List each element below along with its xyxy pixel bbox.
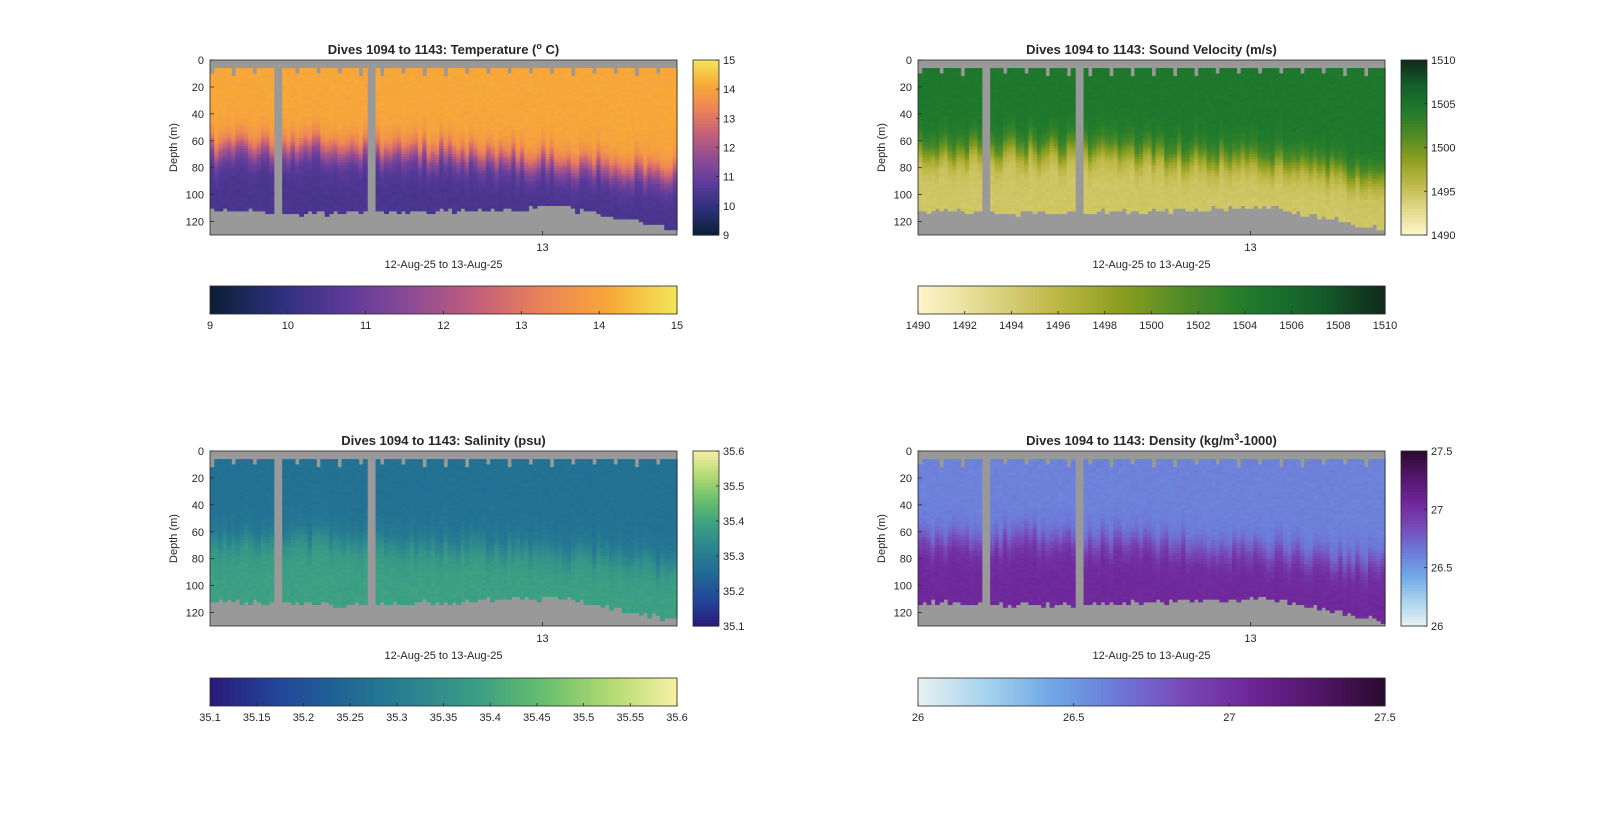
heatmap-cell: [248, 205, 253, 208]
heatmap-cell: [533, 205, 538, 208]
heatmap-cell: [584, 208, 589, 211]
heatmap-cell: [435, 208, 440, 211]
heatmap-cell: [444, 208, 449, 211]
heatmap-cell: [431, 211, 436, 214]
heatmap-cell: [380, 208, 385, 211]
heatmap-cell: [622, 216, 627, 219]
heatmap-cell: [401, 208, 406, 211]
heatmap-cell: [410, 208, 415, 211]
heatmap-cell: [596, 211, 601, 214]
heatmap-cell: [265, 211, 270, 214]
heatmap-cell: [257, 208, 262, 211]
heatmap-cell: [554, 203, 559, 206]
heatmap-cell: [473, 208, 478, 211]
heatmap-cell: [452, 211, 457, 214]
heatmap-cell: [350, 208, 355, 211]
heatmap-cell: [359, 211, 364, 214]
heatmap-cell: [499, 208, 504, 211]
heatmap-cell: [414, 208, 419, 211]
heatmap-cell: [218, 208, 223, 211]
heatmap-cell: [562, 203, 567, 206]
heatmap-cell: [537, 203, 542, 206]
heatmap-cell: [528, 203, 533, 206]
heatmap-cell: [240, 208, 245, 211]
heatmap-cell: [337, 211, 342, 214]
heatmap-cell: [308, 208, 313, 211]
heatmap-cell: [418, 208, 423, 211]
heatmap-cell: [235, 208, 240, 211]
heatmap-cell: [376, 208, 381, 211]
heatmap-cell: [295, 211, 300, 214]
heatmap-cell: [354, 208, 359, 211]
heatmap-cell: [579, 205, 584, 208]
heatmap-cell: [384, 211, 389, 214]
heatmap-cell: [575, 211, 580, 214]
heatmap-cell: [558, 203, 563, 206]
heatmap-cell: [231, 208, 236, 211]
heatmap-cell: [618, 216, 623, 219]
heatmap-cell: [439, 205, 444, 208]
heatmap-cell: [282, 211, 287, 214]
heatmap-cell: [329, 211, 334, 214]
heatmap-cell: [465, 208, 470, 211]
heatmap-cell: [601, 213, 606, 216]
heatmap-cell: [427, 211, 432, 214]
heatmap-cell: [252, 208, 257, 211]
heatmap-cell: [388, 208, 393, 211]
heatmap-cell: [520, 208, 525, 211]
heatmap-cell: [503, 205, 508, 208]
heatmap-cell: [299, 213, 304, 216]
heatmap-cell: [511, 208, 516, 211]
heatmap-cell: [494, 208, 499, 211]
heatmap-cell: [490, 205, 495, 208]
heatmap-cell: [545, 203, 550, 206]
heatmap-cell: [605, 213, 610, 216]
heatmap-cell: [214, 208, 219, 211]
heatmap-cell: [320, 208, 325, 211]
heatmap-cell: [469, 208, 474, 211]
heatmap-cell: [316, 208, 321, 211]
heatmap-cell: [223, 205, 228, 208]
heatmap-cell: [261, 208, 266, 211]
heatmap-cell: [456, 208, 461, 211]
heatmap-cell: [312, 211, 317, 214]
heatmap-cell: [516, 208, 521, 211]
heatmap-cell: [422, 208, 427, 211]
heatmap-cell: [482, 208, 487, 211]
heatmap-cell: [363, 208, 368, 211]
heatmap-cell: [486, 208, 491, 211]
heatmap-cell: [269, 211, 274, 214]
heatmap-cell: [291, 211, 296, 214]
heatmap-cell: [613, 216, 618, 219]
heatmap-cell: [541, 203, 546, 206]
heatmap-cell: [397, 211, 402, 214]
heatmap-cell: [342, 211, 347, 214]
heatmap-cell: [448, 205, 453, 208]
heatmap-cell: [346, 208, 351, 211]
heatmap-cell: [393, 208, 398, 211]
heatmap-cell: [592, 208, 597, 211]
heatmap-cell: [460, 205, 465, 208]
heatmap-cell: [210, 205, 215, 208]
heatmap-cell: [405, 211, 410, 214]
heatmap-cell: [286, 211, 291, 214]
heatmap-cell: [227, 208, 232, 211]
heatmap-cell: [333, 208, 338, 211]
heatmap-cell: [325, 213, 330, 216]
heatmap-cell: [524, 208, 529, 211]
heatmap-cell: [507, 205, 512, 208]
heatmap-cell: [588, 208, 593, 211]
heatmap-cell: [550, 203, 555, 206]
heatmap-cell: [571, 205, 576, 208]
heatmap-cell: [567, 203, 572, 206]
heatmap-cell: [609, 213, 614, 216]
heatmap-cell: [244, 208, 249, 211]
heatmap-cell: [477, 205, 482, 208]
heatmap-cell: [303, 211, 308, 214]
